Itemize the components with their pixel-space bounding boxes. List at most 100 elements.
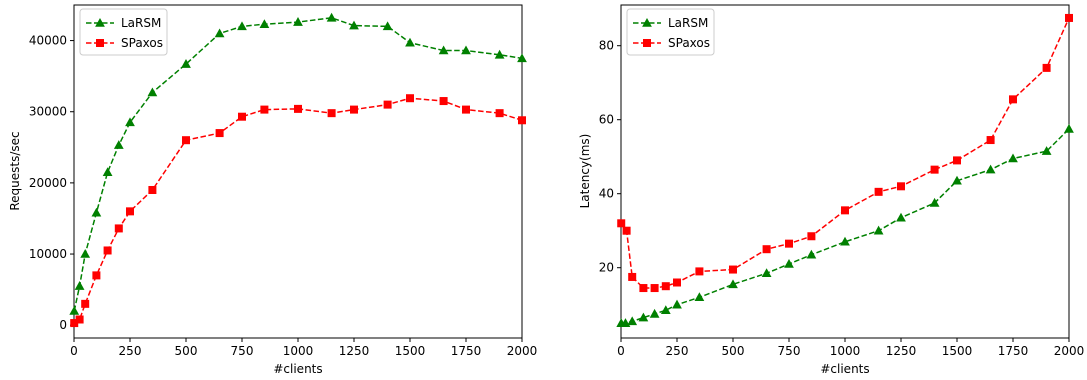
legend: LaRSM SPaxos: [79, 8, 168, 56]
data-point-larsm: [69, 305, 80, 315]
x-tick-label: 750: [778, 344, 801, 358]
data-point-larsm: [873, 225, 884, 235]
plot-area-frame: [73, 4, 523, 339]
y-tick-label: 80: [599, 39, 614, 53]
y-tick-label: 20000: [29, 176, 67, 190]
x-tick-label: 0: [617, 344, 625, 358]
y-tick-label: 10000: [29, 247, 67, 261]
data-point-larsm: [517, 53, 527, 63]
x-tick-label: 1750: [451, 344, 482, 358]
data-point-larsm: [461, 45, 471, 55]
data-point-spaxos: [114, 224, 123, 233]
data-point-larsm: [649, 308, 660, 318]
chart-requests-per-sec: 0 250 500 750 1000 1250 1500 1750 2000 0 10000 200…: [8, 4, 538, 376]
data-point-spaxos: [1009, 95, 1018, 104]
data-point-spaxos: [383, 100, 392, 109]
x-tick-label: 500: [175, 344, 198, 358]
data-point-larsm: [259, 19, 270, 28]
data-point-larsm: [74, 281, 85, 290]
data-point-larsm: [91, 207, 102, 217]
data-point-larsm: [1064, 123, 1074, 133]
data-point-larsm: [349, 20, 359, 30]
legend-label-larsm: LaRSM: [668, 16, 708, 30]
data-point-spaxos: [785, 239, 794, 248]
y-tick-label: 30000: [29, 105, 67, 119]
data-point-spaxos: [622, 226, 631, 235]
data-point-larsm: [293, 17, 303, 26]
y-axis-label: Requests/sec: [8, 131, 22, 210]
y-tick-label: 0: [59, 318, 67, 332]
data-point-larsm: [326, 12, 337, 22]
data-point-spaxos: [126, 207, 135, 216]
legend-marker-larsm: [95, 17, 105, 27]
x-tick-label: 2000: [1054, 344, 1085, 358]
data-point-larsm: [728, 279, 738, 289]
data-point-spaxos: [327, 109, 336, 118]
data-point-larsm: [672, 299, 682, 309]
data-point-larsm: [761, 268, 772, 278]
x-axis-label: #clients: [820, 362, 869, 376]
legend: LaRSM SPaxos: [626, 8, 715, 56]
data-point-spaxos: [349, 105, 358, 114]
x-tick-label: 250: [666, 344, 689, 358]
x-tick-label: 500: [722, 344, 745, 358]
x-tick-label: 1250: [339, 344, 370, 358]
data-point-spaxos: [807, 232, 816, 241]
x-axis-ticks: 0 250 500 750 1000 1250 1500 1750 2000: [617, 338, 1084, 358]
y-tick-label: 40: [599, 187, 614, 201]
data-point-spaxos: [215, 129, 224, 138]
x-tick-label: 1500: [942, 344, 973, 358]
data-point-spaxos: [628, 272, 637, 281]
data-point-larsm: [1008, 153, 1018, 163]
data-point-spaxos: [518, 116, 527, 125]
data-point-spaxos: [986, 136, 995, 145]
x-tick-label: 2000: [507, 344, 538, 358]
data-point-spaxos: [461, 105, 470, 114]
series-layer: [616, 13, 1074, 327]
data-point-spaxos: [841, 206, 850, 215]
data-point-larsm: [237, 21, 247, 31]
x-tick-label: 1000: [830, 344, 861, 358]
x-tick-label: 1500: [395, 344, 426, 358]
data-point-larsm: [405, 37, 415, 47]
x-tick-label: 1000: [283, 344, 314, 358]
data-point-larsm: [660, 305, 671, 315]
data-point-larsm: [985, 164, 996, 174]
y-tick-label: 60: [599, 113, 614, 127]
data-point-spaxos: [661, 282, 670, 291]
data-point-larsm: [638, 312, 649, 322]
legend-label-spaxos: SPaxos: [121, 36, 163, 50]
data-point-larsm: [147, 87, 158, 97]
data-point-spaxos: [953, 156, 962, 165]
series-line-spaxos: [73, 97, 523, 324]
data-point-spaxos: [237, 112, 246, 121]
data-point-spaxos: [930, 165, 939, 174]
data-point-larsm: [438, 45, 449, 55]
x-tick-label: 1250: [886, 344, 917, 358]
data-point-spaxos: [1065, 13, 1074, 22]
x-tick-label: 750: [231, 344, 254, 358]
data-point-larsm: [627, 316, 638, 326]
data-point-spaxos: [75, 315, 84, 324]
data-point-spaxos: [762, 245, 771, 254]
data-point-larsm: [896, 212, 906, 222]
data-point-spaxos: [874, 187, 883, 196]
legend-marker-spaxos: [643, 39, 652, 48]
data-point-spaxos: [897, 182, 906, 191]
data-point-larsm: [181, 59, 191, 68]
data-point-larsm: [214, 28, 225, 38]
legend-marker-larsm: [642, 17, 652, 27]
data-point-spaxos: [650, 284, 659, 293]
data-point-spaxos: [1042, 63, 1051, 72]
chart-latency: 0 250 500 750 1000 1250 1500 1750 2000 20406080 …: [578, 4, 1084, 376]
data-point-larsm: [102, 167, 113, 176]
data-point-spaxos: [293, 104, 302, 113]
x-tick-label: 250: [119, 344, 142, 358]
data-point-larsm: [952, 175, 962, 185]
data-point-spaxos: [181, 136, 190, 145]
data-point-spaxos: [729, 265, 738, 274]
data-point-spaxos: [495, 109, 504, 118]
data-point-larsm: [840, 236, 850, 246]
data-point-larsm: [929, 197, 940, 207]
